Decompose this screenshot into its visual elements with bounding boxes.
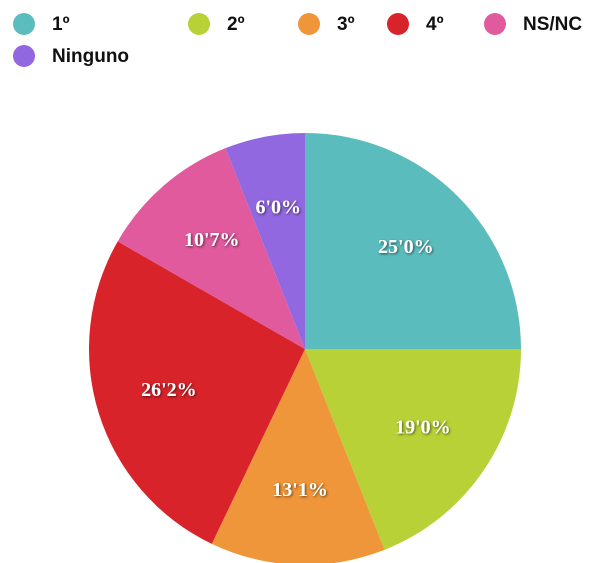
pie-slice: [305, 349, 521, 550]
legend: 1º 2º 3º 4º NS/NC Ninguno: [13, 13, 582, 67]
legend-swatch: [13, 13, 35, 35]
pie-slice: [211, 349, 385, 563]
legend-label: 3º: [337, 14, 355, 35]
data-label: 26'2%: [141, 379, 197, 401]
legend-label: 4º: [426, 14, 444, 35]
data-label: 19'0%: [395, 417, 451, 439]
legend-swatch: [387, 13, 409, 35]
legend-swatch: [298, 13, 320, 35]
data-label: 10'7%: [184, 229, 240, 251]
legend-label: Ninguno: [52, 46, 129, 67]
legend-label: 1º: [52, 14, 70, 35]
data-label: 13'1%: [272, 479, 328, 501]
pie: 25'0% 19'0% 13'1% 26'2% 10'7% 6'0%: [88, 133, 521, 563]
legend-label: NS/NC: [523, 14, 582, 35]
pie-slice: [225, 133, 305, 349]
legend-label: 2º: [227, 14, 245, 35]
data-label: 6'0%: [256, 197, 302, 219]
legend-swatch: [484, 13, 506, 35]
pie-slice: [305, 133, 521, 349]
pie-slice: [117, 148, 305, 349]
legend-swatch: [13, 45, 35, 67]
pie-slice: [88, 241, 305, 544]
legend-swatch: [188, 13, 210, 35]
data-label: 25'0%: [378, 236, 434, 258]
